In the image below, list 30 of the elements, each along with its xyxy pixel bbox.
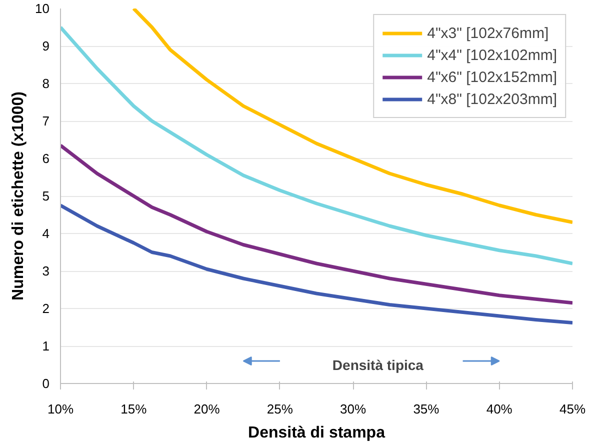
y-tick-label: 5 [42,188,50,204]
legend-label: 4"x4" [102x102mm] [427,46,557,64]
y-tick-label: 6 [42,151,50,166]
legend-label: 4"x3" [102x76mm] [427,24,549,42]
legend-label: 4"x6" [102x152mm] [427,68,557,86]
x-tick-label: 10% [47,402,74,416]
y-tick-label: 1 [42,338,50,354]
y-tick-label: 7 [42,114,50,128]
line-series [60,204,572,324]
x-tick-label: 35% [413,402,440,416]
x-tick-label: 15% [120,402,148,416]
line-series [132,8,572,224]
y-tick-label: 8 [42,76,50,91]
line-series [60,144,572,305]
legend-label: 4"x8" [102x203mm] [427,90,557,108]
x-tick-label: 30% [340,402,367,416]
x-tick-label: 25% [266,402,294,416]
y-tick-label: 9 [42,38,50,54]
y-axis-title: Numero di etichette (x1000) [10,92,28,300]
y-tick-label: 2 [42,301,50,316]
y-tick-label: 10 [35,1,50,16]
y-tick-label: 3 [42,264,50,278]
x-axis-title: Densità di stampa [248,424,386,442]
x-tick-label: 20% [194,402,220,416]
x-tick-label: 45% [559,402,586,416]
y-tick-label: 0 [42,376,50,391]
y-tick-label: 4 [42,226,50,241]
annotation: Densità tipica [332,356,424,373]
line-series [60,26,572,266]
x-tick-label: 40% [486,402,513,416]
